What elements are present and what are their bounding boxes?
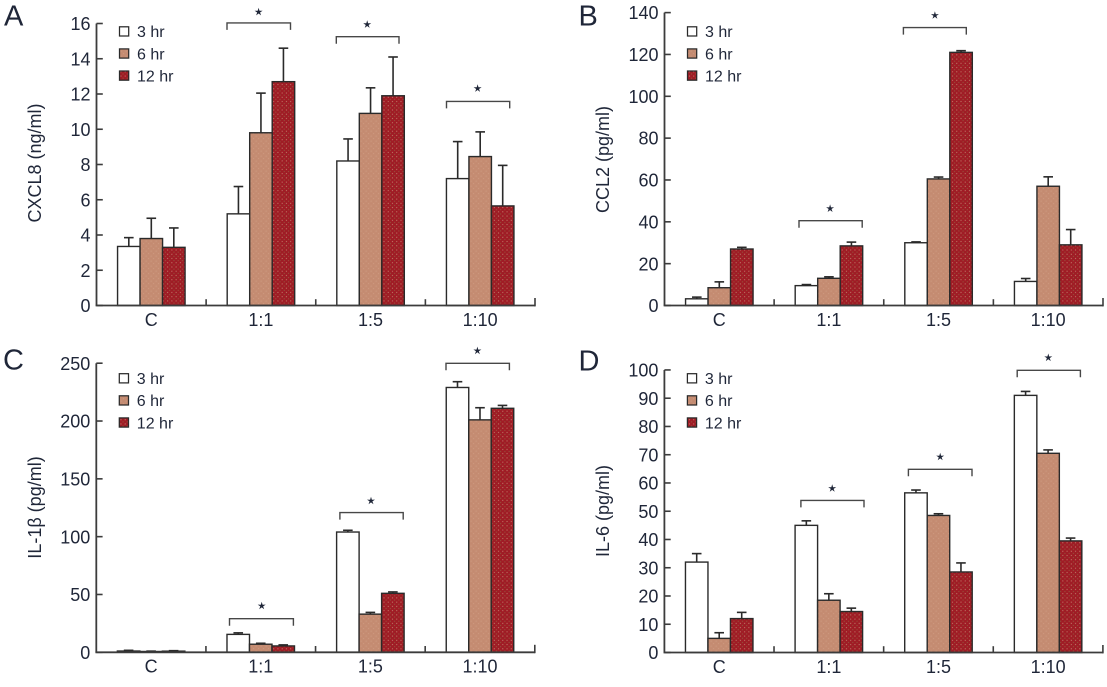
svg-text:20: 20 [638,587,658,607]
svg-text:1:1: 1:1 [816,657,841,677]
svg-text:1:10: 1:10 [462,657,497,677]
svg-text:1:10: 1:10 [463,310,498,330]
svg-text:80: 80 [638,417,658,437]
svg-text:3 hr: 3 hr [137,371,165,388]
svg-text:20: 20 [638,254,658,274]
svg-text:150: 150 [60,469,90,489]
svg-text:C: C [145,310,158,330]
svg-text:40: 40 [638,530,658,550]
svg-text:30: 30 [638,558,658,578]
svg-text:6 hr: 6 hr [705,393,733,410]
svg-text:6: 6 [80,190,90,210]
svg-text:D: D [579,346,600,378]
svg-text:IL-1β (pg/ml): IL-1β (pg/ml) [25,456,45,558]
svg-text:1:5: 1:5 [358,310,383,330]
svg-text:IL-6 (pg/ml): IL-6 (pg/ml) [593,465,613,557]
svg-text:6 hr: 6 hr [137,46,165,63]
svg-text:3 hr: 3 hr [137,24,165,41]
svg-text:250: 250 [60,354,90,374]
svg-text:50: 50 [70,585,90,605]
svg-text:12 hr: 12 hr [137,68,174,85]
svg-text:100: 100 [60,527,90,547]
svg-text:0: 0 [80,643,90,663]
svg-text:100: 100 [628,361,658,381]
svg-text:14: 14 [70,49,90,69]
svg-text:1:5: 1:5 [926,310,951,330]
svg-text:CCL2 (pg/ml): CCL2 (pg/ml) [593,106,613,213]
svg-text:140: 140 [628,3,658,23]
svg-text:12 hr: 12 hr [705,415,742,432]
svg-text:1:1: 1:1 [248,310,273,330]
svg-text:6 hr: 6 hr [137,393,165,410]
svg-text:80: 80 [638,129,658,149]
svg-text:1:5: 1:5 [358,657,383,677]
svg-text:8: 8 [80,155,90,175]
svg-text:C: C [3,345,24,377]
svg-text:10: 10 [638,615,658,635]
svg-text:3 hr: 3 hr [705,24,733,41]
svg-text:100: 100 [628,87,658,107]
svg-text:0: 0 [648,296,658,316]
svg-text:40: 40 [638,212,658,232]
svg-text:50: 50 [638,502,658,522]
svg-text:1:1: 1:1 [816,310,841,330]
svg-text:3 hr: 3 hr [705,371,733,388]
svg-text:12: 12 [70,85,90,105]
svg-text:1:5: 1:5 [926,657,951,677]
svg-text:1:10: 1:10 [1031,657,1066,677]
svg-text:C: C [145,657,158,677]
svg-text:B: B [579,1,598,33]
svg-text:1:10: 1:10 [1031,310,1066,330]
svg-text:200: 200 [60,412,90,432]
svg-text:120: 120 [628,45,658,65]
svg-text:C: C [713,657,726,677]
svg-text:2: 2 [80,261,90,281]
svg-text:6 hr: 6 hr [705,46,733,63]
svg-text:C: C [713,310,726,330]
svg-text:CXCL8 (ng/ml): CXCL8 (ng/ml) [25,103,45,222]
svg-text:70: 70 [638,445,658,465]
svg-text:A: A [4,1,24,33]
svg-text:12 hr: 12 hr [137,415,174,432]
svg-text:0: 0 [80,296,90,316]
svg-text:90: 90 [638,389,658,409]
svg-text:60: 60 [638,474,658,494]
svg-text:4: 4 [80,226,90,246]
svg-text:60: 60 [638,171,658,191]
svg-text:0: 0 [648,643,658,663]
svg-text:16: 16 [70,14,90,34]
svg-text:12 hr: 12 hr [705,68,742,85]
svg-text:1:1: 1:1 [248,657,273,677]
svg-text:10: 10 [70,120,90,140]
